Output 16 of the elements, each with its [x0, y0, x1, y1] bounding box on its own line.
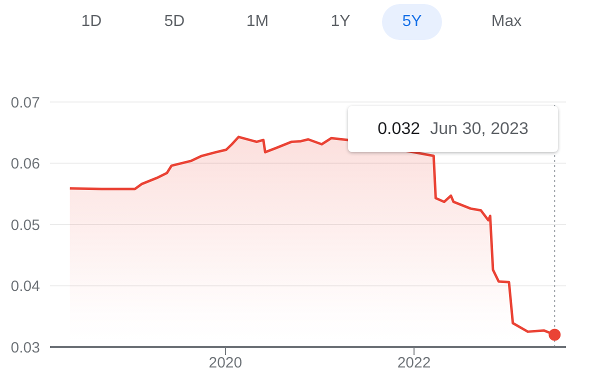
text: 1Y [330, 12, 352, 32]
x-tick-label: 2022 [397, 354, 431, 372]
text: 5D [163, 12, 186, 32]
text: Max [490, 12, 523, 32]
text: 1D [80, 12, 103, 32]
y-tick-label: 0.04 [10, 278, 40, 296]
x-tick-label: 2020 [208, 354, 242, 372]
annotation: 0.032 [378, 119, 420, 139]
text: 5Y [382, 4, 442, 40]
y-tick-label: 0.03 [10, 339, 40, 356]
y-tick-label: 0.05 [10, 216, 40, 234]
annotation: Jun 30, 2023 [430, 119, 528, 139]
tooltip-card: 0.032 Jun 30, 2023 [348, 106, 558, 152]
text: 1M [245, 12, 270, 32]
y-tick-label: 0.07 [10, 94, 40, 112]
y-tick-label: 0.06 [10, 156, 40, 173]
